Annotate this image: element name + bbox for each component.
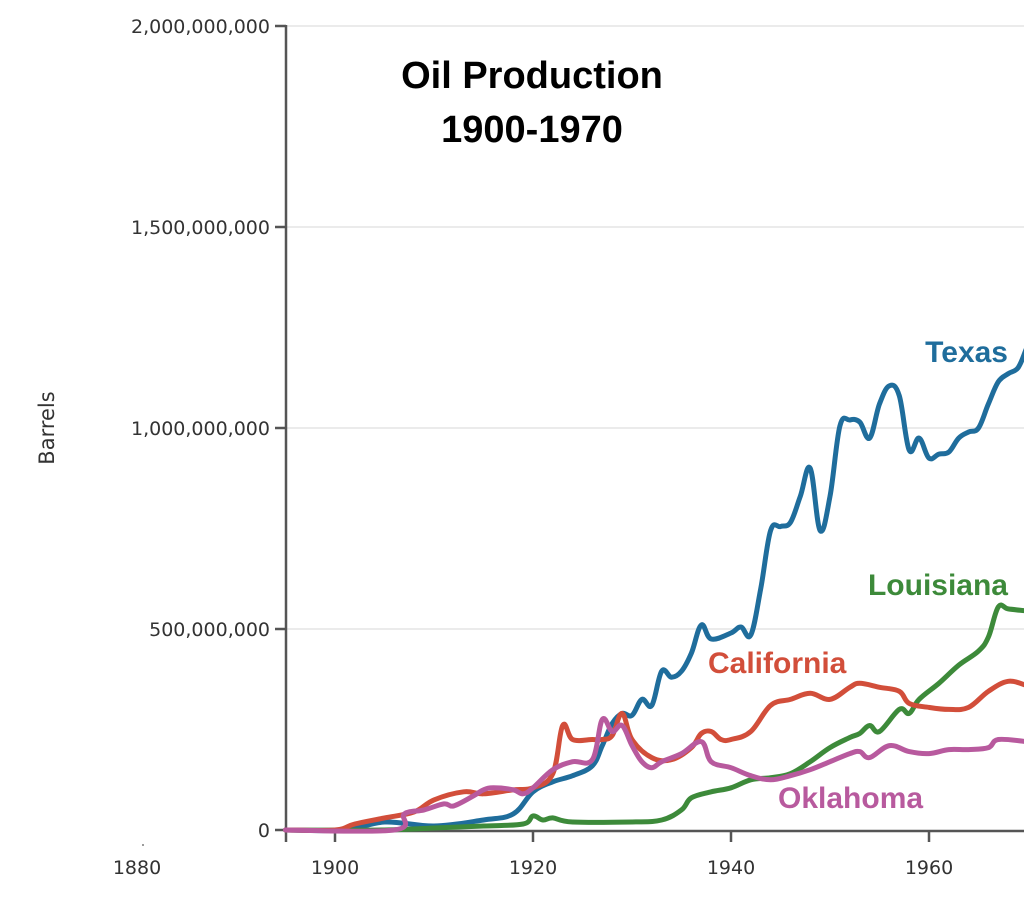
series-label-texas: Texas: [925, 336, 1008, 369]
y-tick-label: 2,000,000,000: [131, 16, 270, 38]
y-tick-label: 1,000,000,000: [131, 418, 270, 440]
x-tick-label: 1920: [509, 857, 557, 879]
series-lines: [283, 348, 1024, 834]
series-label-california: California: [708, 647, 847, 680]
y-tick-label: 0: [258, 820, 270, 842]
x-tick-label: 1900: [311, 857, 359, 879]
y-tick-label: 500,000,000: [149, 619, 270, 641]
y-axis-title: Barrels: [35, 391, 59, 464]
series-line-texas: [283, 348, 1024, 834]
y-tick-label: 1,500,000,000: [131, 217, 270, 239]
series-label-oklahoma: Oklahoma: [778, 782, 923, 815]
x-tick-label: 1880: [113, 857, 161, 879]
chart-title-line-2: 1900-1970: [441, 109, 623, 151]
chart-title-line-1: Oil Production: [401, 55, 663, 97]
y-axis: 0 500,000,000 1,000,000,000 1,500,000,000 2,…: [131, 16, 288, 842]
x-tick-label: 1940: [707, 857, 755, 879]
gridlines: [286, 25, 1024, 630]
x-tick: [142, 844, 144, 846]
series-line-oklahoma: [283, 716, 1024, 834]
x-axis: 1880 1900 1920 1940 1960: [113, 829, 1024, 879]
series-label-louisiana: Louisiana: [868, 569, 1008, 602]
x-tick-label: 1960: [905, 857, 953, 879]
